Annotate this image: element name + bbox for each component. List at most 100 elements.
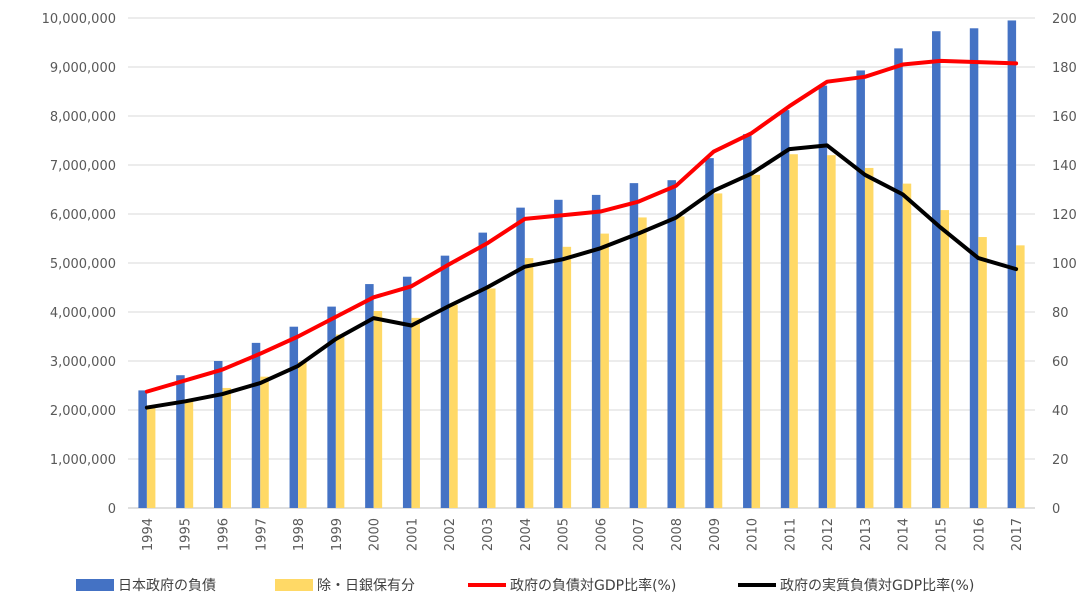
right-tick-label: 60 xyxy=(1052,355,1069,370)
bar-2001-1 xyxy=(411,317,420,508)
bar-2009-0 xyxy=(705,158,714,508)
x-tick-label: 1997 xyxy=(254,518,269,551)
x-tick-label: 1994 xyxy=(141,518,156,551)
bar-1995-1 xyxy=(184,400,194,508)
x-tick-label: 2005 xyxy=(557,518,572,551)
left-tick-label: 10,000,000 xyxy=(42,12,116,27)
x-tick-label: 2001 xyxy=(405,518,420,551)
bar-2001-0 xyxy=(402,276,412,508)
bar-2000-1 xyxy=(373,311,383,508)
bar-2008-1 xyxy=(675,216,685,508)
left-tick-label: 9,000,000 xyxy=(50,61,116,76)
bar-1996-0 xyxy=(213,361,223,508)
bar-1999-0 xyxy=(327,306,336,508)
bar-1997-0 xyxy=(251,342,261,508)
gridlines xyxy=(128,17,1035,509)
x-tick-label: 2000 xyxy=(368,518,383,551)
x-tick-label: 2007 xyxy=(632,518,647,551)
bar-2017-0 xyxy=(1007,20,1017,508)
bar-2011-1 xyxy=(789,154,798,508)
bar-2015-1 xyxy=(940,210,950,508)
bar-1999-1 xyxy=(335,334,345,508)
bar-2006-1 xyxy=(600,233,609,508)
right-tick-label: 40 xyxy=(1052,404,1069,419)
left-tick-label: 6,000,000 xyxy=(50,208,116,223)
right-tick-label: 20 xyxy=(1052,453,1069,468)
right-tick-label: 140 xyxy=(1052,159,1077,174)
bar-2006-0 xyxy=(591,194,601,508)
bar-1997-1 xyxy=(260,376,269,508)
legend-label-3: 政府の実質負債対GDP比率(%) xyxy=(780,577,974,594)
bar-2003-0 xyxy=(478,232,488,508)
bar-2008-0 xyxy=(667,180,676,508)
bar-2014-0 xyxy=(894,48,903,508)
left-tick-label: 5,000,000 xyxy=(50,257,116,272)
bar-1998-0 xyxy=(289,326,299,508)
right-tick-label: 200 xyxy=(1052,12,1077,27)
right-tick-label: 80 xyxy=(1052,306,1069,321)
legend-label-0: 日本政府の負債 xyxy=(118,578,216,594)
x-tick-label: 2015 xyxy=(935,518,950,551)
legend-swatch-1 xyxy=(275,579,313,591)
bar-2002-1 xyxy=(449,304,458,508)
bar-2012-0 xyxy=(818,85,828,509)
x-tick-label: 1998 xyxy=(292,518,307,551)
bar-2004-0 xyxy=(516,207,525,508)
left-tick-label: 3,000,000 xyxy=(50,355,116,370)
bar-2014-1 xyxy=(902,183,912,508)
bar-2010-0 xyxy=(743,134,752,508)
x-tick-label: 2002 xyxy=(443,518,458,551)
legend-swatch-0 xyxy=(76,579,114,591)
bar-2005-0 xyxy=(554,199,563,509)
bar-2013-0 xyxy=(856,70,865,509)
bar-2009-1 xyxy=(713,193,723,509)
bar-2007-1 xyxy=(638,217,647,508)
x-tick-label: 1996 xyxy=(216,518,231,551)
left-tick-label: 1,000,000 xyxy=(50,453,116,468)
bar-2005-1 xyxy=(562,246,572,508)
bar-1996-1 xyxy=(222,387,231,508)
x-tick-label: 1999 xyxy=(330,518,345,551)
x-tick-label: 2010 xyxy=(746,518,761,551)
right-tick-label: 100 xyxy=(1052,257,1077,272)
bar-2016-0 xyxy=(969,28,979,508)
right-tick-label: 120 xyxy=(1052,208,1077,223)
x-tick-label: 2012 xyxy=(821,518,836,551)
bar-2011-0 xyxy=(780,110,790,509)
bar-1994-0 xyxy=(138,390,147,508)
legend-label-1: 除・日銀保有分 xyxy=(317,578,415,594)
bar-2015-0 xyxy=(932,31,941,508)
x-tick-label: 2011 xyxy=(783,518,798,551)
bar-2002-0 xyxy=(440,255,450,508)
right-tick-label: 180 xyxy=(1052,61,1077,76)
left-tick-label: 2,000,000 xyxy=(50,404,116,419)
x-tick-label: 2013 xyxy=(859,518,874,551)
right-axis: 0 20 40 60 80 100 120 140 160 180 200 xyxy=(1052,12,1077,517)
bar-layer xyxy=(138,20,1025,509)
bar-2007-0 xyxy=(629,183,639,508)
legend-label-2: 政府の負債対GDP比率(%) xyxy=(510,577,676,594)
bar-2010-1 xyxy=(751,174,761,509)
bar-1995-0 xyxy=(176,375,185,508)
x-tick-label: 2003 xyxy=(481,518,496,551)
x-tick-label: 2004 xyxy=(519,518,534,551)
bar-2012-1 xyxy=(827,155,836,508)
bar-2004-1 xyxy=(524,258,534,508)
bar-2016-1 xyxy=(978,237,987,508)
x-tick-label: 1995 xyxy=(179,518,194,551)
x-tick-label: 2009 xyxy=(708,518,723,551)
legend: 日本政府の負債 除・日銀保有分 政府の負債対GDP比率(%) 政府の実質負債対GDP比… xyxy=(76,577,974,594)
bar-2000-0 xyxy=(365,284,374,508)
line-series-1 xyxy=(144,143,1019,410)
bar-1998-1 xyxy=(298,361,307,508)
left-tick-label: 4,000,000 xyxy=(50,306,116,321)
bar-1994-1 xyxy=(146,407,156,508)
line-series-0 xyxy=(144,58,1019,394)
x-tick-label: 2014 xyxy=(897,518,912,551)
bar-2017-1 xyxy=(1016,245,1025,509)
bar-2003-1 xyxy=(487,288,496,508)
x-tick-label: 2017 xyxy=(1010,518,1025,551)
left-tick-label: 8,000,000 xyxy=(50,110,116,125)
bar-2013-1 xyxy=(864,167,874,508)
